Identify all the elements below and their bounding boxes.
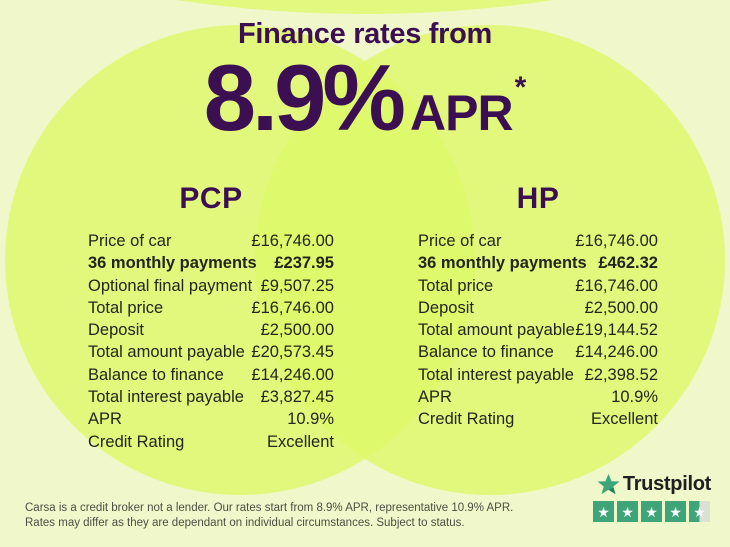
row-value: Excellent — [267, 432, 334, 451]
row-value: £19,144.52 — [575, 321, 658, 340]
table-row: Balance to finance £14,246.00 — [418, 341, 658, 363]
row-label: Total amount payable — [418, 321, 575, 340]
disclaimer-line-1: Carsa is a credit broker not a lender. O… — [25, 502, 514, 514]
row-label: Total amount payable — [88, 343, 245, 362]
hp-table-title: HP — [516, 182, 560, 215]
hp-table: HP Price of car £16,746.00 36 monthly paym… — [418, 182, 658, 431]
trustpilot-star-icon — [597, 473, 620, 495]
star-icon: ★ — [617, 501, 638, 522]
table-row: Total interest payable £2,398.52 — [418, 364, 658, 386]
trustpilot-rating-stars: ★ ★ ★ ★ ★ — [593, 501, 711, 522]
star-icon: ★ — [641, 501, 662, 522]
row-label: Optional final payment — [88, 276, 253, 295]
table-row: Total amount payable £20,573.45 — [88, 341, 334, 363]
table-row: Credit Rating Excellent — [88, 431, 334, 453]
row-label: APR — [88, 410, 122, 429]
row-label: 36 monthly payments — [418, 254, 587, 273]
table-row: Price of car £16,746.00 — [418, 230, 658, 252]
page-title: Finance rates from — [237, 18, 493, 50]
rate-suffix: APR — [410, 85, 514, 141]
row-label: Balance to finance — [418, 343, 554, 362]
row-label: Credit Rating — [88, 432, 185, 451]
table-row: Total price £16,746.00 — [418, 275, 658, 297]
table-row: 36 monthly payments £462.32 — [418, 252, 658, 274]
rate-asterisk: * — [514, 71, 527, 104]
table-row: Total amount payable £19,144.52 — [418, 319, 658, 341]
row-value: £20,573.45 — [251, 343, 334, 362]
hp-table-rows: Price of car £16,746.00 36 monthly payment… — [418, 230, 658, 431]
table-row: Total interest payable £3,827.45 — [88, 386, 334, 408]
row-value: £14,246.00 — [251, 365, 334, 384]
table-row: Deposit £2,500.00 — [88, 319, 334, 341]
table-row: Total price £16,746.00 — [88, 297, 334, 319]
row-label: Credit Rating — [418, 410, 515, 429]
pcp-table: PCP Price of car £16,746.00 36 monthly pay… — [88, 182, 334, 453]
row-value: £9,507.25 — [260, 276, 334, 295]
table-row: Credit Rating Excellent — [418, 408, 658, 430]
pcp-table-rows: Price of car £16,746.00 36 monthly payment… — [88, 230, 334, 453]
row-label: APR — [418, 388, 452, 407]
row-value: £2,398.52 — [584, 365, 658, 384]
row-label: 36 monthly payments — [88, 254, 257, 273]
row-label: Total price — [418, 276, 494, 295]
table-row: Optional final payment £9,507.25 — [88, 275, 334, 297]
row-value: 10.9% — [611, 388, 658, 407]
row-value: Excellent — [591, 410, 658, 429]
trustpilot-badge[interactable]: Trustpilot ★ ★ ★ ★ ★ — [593, 473, 711, 522]
row-label: Price of car — [418, 232, 502, 250]
trustpilot-brand-label: Trustpilot — [622, 473, 711, 495]
table-row: APR 10.9% — [418, 386, 658, 408]
row-label: Price of car — [88, 232, 172, 250]
star-icon: ★ — [593, 501, 614, 522]
headline-rate: 8.9% APR* — [0, 51, 730, 145]
rate-value: 8.9% — [203, 45, 406, 150]
background-circle-right — [255, 25, 725, 495]
row-value: £14,246.00 — [575, 343, 658, 362]
row-label: Deposit — [418, 298, 474, 317]
row-label: Balance to finance — [88, 365, 224, 384]
background-top-arc — [0, 0, 730, 14]
table-row: APR 10.9% — [88, 408, 334, 430]
pcp-table-title: PCP — [179, 182, 243, 215]
half-star-icon: ★ — [689, 501, 710, 522]
row-value: £462.32 — [598, 254, 658, 273]
row-value: 10.9% — [287, 410, 334, 429]
table-row: 36 monthly payments £237.95 — [88, 252, 334, 274]
row-value: £16,746.00 — [251, 298, 334, 317]
row-label: Total interest payable — [418, 365, 574, 384]
disclaimer-text: Carsa is a credit broker not a lender. O… — [25, 501, 513, 531]
table-row: Balance to finance £14,246.00 — [88, 364, 334, 386]
star-icon: ★ — [665, 501, 686, 522]
row-value: £237.95 — [274, 254, 334, 273]
header: Finance rates from 8.9% APR* — [0, 18, 730, 145]
row-value: £16,746.00 — [251, 232, 334, 250]
row-value: £16,746.00 — [575, 232, 658, 250]
table-row: Deposit £2,500.00 — [418, 297, 658, 319]
row-value: £2,500.00 — [584, 298, 658, 317]
row-value: £3,827.45 — [260, 388, 334, 407]
row-value: £16,746.00 — [575, 276, 658, 295]
row-label: Deposit — [88, 321, 144, 340]
row-label: Total interest payable — [88, 388, 244, 407]
row-label: Total price — [88, 298, 164, 317]
table-row: Price of car £16,746.00 — [88, 230, 334, 252]
trustpilot-logo-row: Trustpilot — [593, 473, 711, 496]
disclaimer-line-2: Rates may differ as they are dependant o… — [25, 517, 465, 529]
row-value: £2,500.00 — [260, 321, 334, 340]
